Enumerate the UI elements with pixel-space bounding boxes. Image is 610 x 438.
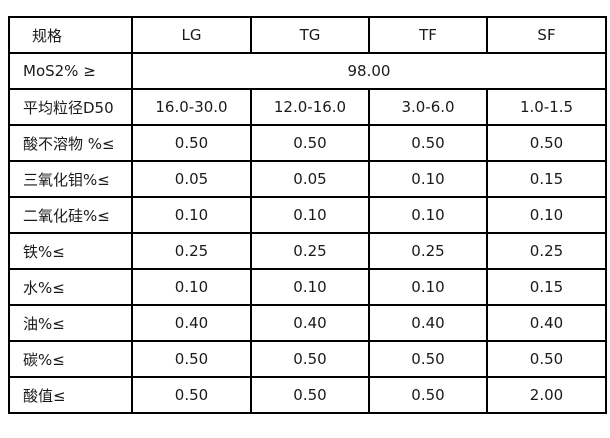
value-cell: 2.00	[486, 376, 607, 414]
row-label-cell: 碳%≤	[8, 340, 133, 378]
value-cell: 0.50	[368, 340, 488, 378]
spec-table: 规格 LG TG TF SF MoS2% ≥ 98.00 平均粒径D50 16.0…	[8, 16, 607, 414]
table-row: 酸值≤ 0.50 0.50 0.50 2.00	[8, 376, 607, 414]
table-row: 油%≤ 0.40 0.40 0.40 0.40	[8, 304, 607, 342]
table-row: 三氧化钼%≤ 0.05 0.05 0.10 0.15	[8, 160, 607, 198]
spec-rows: 平均粒径D50 16.0-30.0 12.0-16.0 3.0-6.0 1.0-1.5 酸…	[8, 88, 607, 414]
value-cell: 0.25	[368, 232, 488, 270]
value-cell: 0.50	[486, 340, 607, 378]
row-label-cell: 铁%≤	[8, 232, 133, 270]
table-row: 铁%≤ 0.25 0.25 0.25 0.25	[8, 232, 607, 270]
value-cell: 0.25	[250, 232, 370, 270]
row-label-cell: 二氧化硅%≤	[8, 196, 133, 234]
row-label-cell: 酸值≤	[8, 376, 133, 414]
value-cell: 0.10	[131, 268, 252, 306]
value-cell: 3.0-6.0	[368, 88, 488, 126]
value-cell: 0.50	[368, 376, 488, 414]
grade-header-tg: TG	[250, 16, 370, 54]
value-cell: 0.10	[368, 268, 488, 306]
value-cell: 0.50	[486, 124, 607, 162]
value-cell: 1.0-1.5	[486, 88, 607, 126]
value-cell: 0.40	[250, 304, 370, 342]
table-row: 水%≤ 0.10 0.10 0.10 0.15	[8, 268, 607, 306]
header-row: 规格 LG TG TF SF	[8, 16, 607, 54]
table-row: 二氧化硅%≤ 0.10 0.10 0.10 0.10	[8, 196, 607, 234]
value-cell: 0.10	[131, 196, 252, 234]
value-cell: 0.25	[486, 232, 607, 270]
value-cell: 0.05	[250, 160, 370, 198]
value-cell: 0.50	[250, 376, 370, 414]
value-cell: 0.50	[250, 340, 370, 378]
value-cell: 0.10	[486, 196, 607, 234]
table-row: 酸不溶物 %≤ 0.50 0.50 0.50 0.50	[8, 124, 607, 162]
grade-header-tf: TF	[368, 16, 488, 54]
value-cell: 0.05	[131, 160, 252, 198]
value-cell: 12.0-16.0	[250, 88, 370, 126]
value-cell: 0.50	[368, 124, 488, 162]
value-cell: 0.10	[250, 196, 370, 234]
row-label-cell: 水%≤	[8, 268, 133, 306]
table-row: 平均粒径D50 16.0-30.0 12.0-16.0 3.0-6.0 1.0-1.5	[8, 88, 607, 126]
row-label-cell: 油%≤	[8, 304, 133, 342]
value-cell: 0.50	[131, 340, 252, 378]
value-cell: 0.50	[131, 376, 252, 414]
grade-header-lg: LG	[131, 16, 252, 54]
mos2-row: MoS2% ≥ 98.00	[8, 52, 607, 90]
header-label-cell: 规格	[8, 16, 133, 54]
row-label-cell: 平均粒径D50	[8, 88, 133, 126]
value-cell: 0.10	[368, 196, 488, 234]
row-label-cell: 酸不溶物 %≤	[8, 124, 133, 162]
mos2-label-cell: MoS2% ≥	[8, 52, 133, 90]
grade-header-sf: SF	[486, 16, 607, 54]
value-cell: 0.40	[486, 304, 607, 342]
value-cell: 0.10	[368, 160, 488, 198]
value-cell: 0.15	[486, 160, 607, 198]
row-label-cell: 三氧化钼%≤	[8, 160, 133, 198]
value-cell: 0.50	[250, 124, 370, 162]
value-cell: 16.0-30.0	[131, 88, 252, 126]
table-row: 碳%≤ 0.50 0.50 0.50 0.50	[8, 340, 607, 378]
value-cell: 0.40	[368, 304, 488, 342]
value-cell: 0.25	[131, 232, 252, 270]
mos2-value-cell: 98.00	[131, 52, 607, 90]
value-cell: 0.15	[486, 268, 607, 306]
value-cell: 0.50	[131, 124, 252, 162]
value-cell: 0.40	[131, 304, 252, 342]
value-cell: 0.10	[250, 268, 370, 306]
